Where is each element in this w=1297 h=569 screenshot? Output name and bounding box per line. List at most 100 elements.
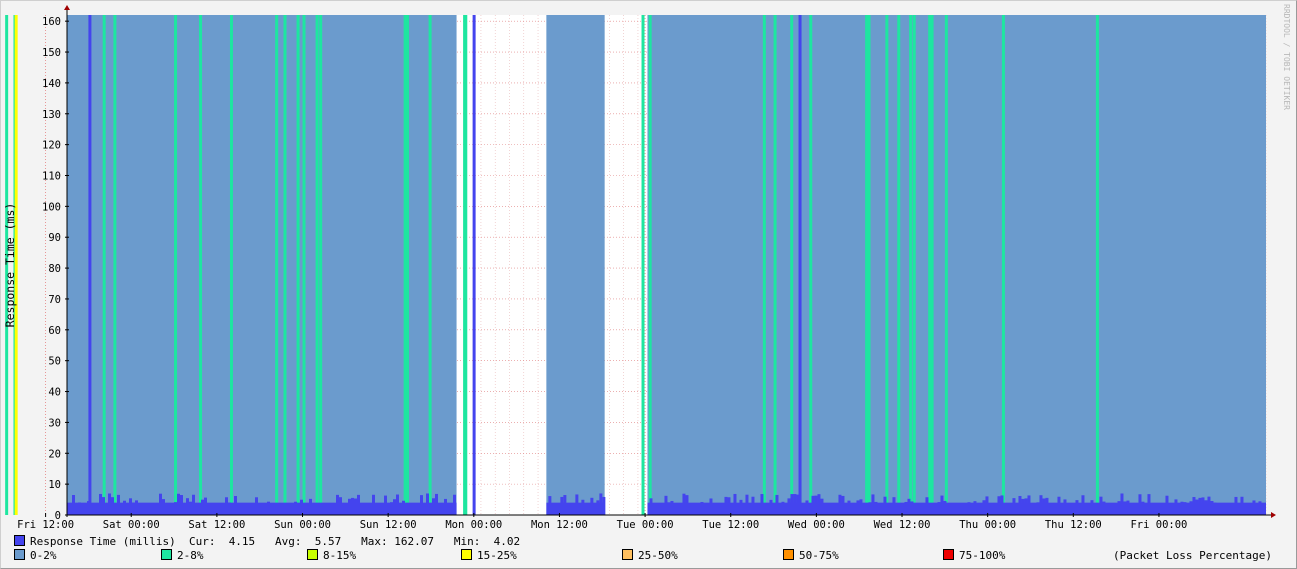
loss-band-2-8	[302, 15, 306, 515]
legend-label: 2-8%	[177, 549, 204, 562]
response-bar	[602, 496, 606, 515]
response-bar	[1234, 496, 1238, 515]
y-tick-label: 110	[42, 170, 61, 182]
response-bar	[581, 499, 585, 515]
response-bar	[1192, 497, 1196, 515]
response-bar	[1102, 501, 1106, 515]
response-bar	[129, 498, 132, 515]
response-bar	[99, 493, 102, 515]
response-bar	[111, 497, 114, 515]
loss-band-2-8	[909, 15, 913, 515]
response-bar	[859, 499, 863, 515]
response-bar	[1201, 497, 1205, 515]
response-bar	[563, 495, 567, 515]
response-bar	[1057, 496, 1061, 515]
loss-band-2-8	[199, 15, 203, 515]
response-bar	[590, 497, 594, 515]
watermark: RRDTOOL / TOBI OETIKER	[1282, 4, 1291, 110]
response-bar	[1027, 495, 1031, 515]
response-bar	[907, 498, 911, 515]
response-bar	[868, 502, 872, 515]
legend-row-response: Response Time (millis) Cur: 4.15 Avg: 5.…	[0, 535, 1297, 549]
legend-swatch	[307, 549, 318, 560]
response-bar	[769, 499, 773, 515]
loss-band-2-8	[1095, 15, 1099, 515]
legend-label: 0-2%	[30, 549, 57, 562]
response-bar	[1099, 496, 1103, 515]
loss-band-2-8	[1001, 15, 1005, 515]
response-bar	[649, 498, 653, 515]
y-tick-label: 130	[42, 109, 61, 121]
response-bar	[351, 497, 354, 515]
response-bar	[820, 498, 824, 515]
response-bar	[1138, 494, 1142, 515]
response-bar	[354, 498, 357, 515]
response-bar	[817, 494, 821, 515]
legend-swatch	[14, 549, 25, 560]
response-bar	[838, 494, 842, 515]
legend-item-loss: 0-2%	[14, 549, 57, 563]
legend-label: 25-50%	[638, 549, 678, 562]
response-bar	[435, 493, 438, 515]
response-bar	[787, 498, 791, 515]
response-bar	[560, 496, 564, 515]
y-axis-arrow	[64, 5, 70, 10]
y-tick-labels: 0 10 20 30 40 50 60 70 80 90 100 110 120 130 140 150 160	[42, 16, 61, 522]
legend-stats: Cur: 4.15 Avg: 5.57 Max: 162.07 Min: 4.0…	[188, 535, 521, 548]
x-tick-label: Wed 00:00	[788, 519, 845, 531]
response-bar	[204, 497, 207, 515]
response-bar	[201, 499, 204, 515]
response-bar	[685, 495, 689, 515]
response-bar	[108, 493, 111, 515]
response-bar	[793, 494, 797, 515]
loss-band-0-2	[67, 15, 457, 515]
loss-band-2-8	[406, 15, 410, 515]
y-tick-label: 70	[48, 294, 61, 306]
response-bar	[174, 502, 177, 515]
x-tick-label: Tue 12:00	[702, 519, 759, 531]
response-bar	[72, 495, 75, 515]
response-bar	[117, 494, 120, 515]
response-bar	[1207, 496, 1211, 515]
y-tick-label: 80	[48, 263, 61, 275]
response-bar	[1165, 495, 1169, 515]
loss-band-2-8	[113, 15, 117, 515]
response-bar	[937, 502, 941, 515]
y-tick-label: 20	[48, 448, 61, 460]
response-bar	[733, 493, 737, 515]
response-bar	[267, 501, 270, 515]
legend-swatch	[943, 549, 954, 560]
x-tick-label: Sat 00:00	[103, 519, 160, 531]
response-spike	[798, 15, 802, 515]
response-bar	[805, 500, 809, 515]
y-tick-label: 30	[48, 417, 61, 429]
watermark-text: RRDTOOL / TOBI OETIKER	[1282, 4, 1291, 110]
response-bar	[751, 496, 755, 515]
response-bar	[904, 501, 908, 515]
response-area	[647, 502, 1266, 515]
y-tick-label: 100	[42, 201, 61, 213]
response-spike	[88, 15, 92, 515]
response-bar	[255, 497, 258, 515]
x-tick-label: Tue 00:00	[617, 519, 674, 531]
loss-band-2-8	[428, 15, 432, 515]
response-bar	[1252, 500, 1256, 515]
response-bar	[357, 494, 360, 515]
response-bar	[700, 501, 704, 515]
loss-band-2-8	[283, 15, 287, 515]
loss-band-2-8	[762, 15, 766, 515]
x-tick-label: Mon 12:00	[531, 519, 588, 531]
response-bar	[1204, 500, 1208, 515]
response-bar	[78, 502, 81, 515]
loss-band-2-8	[102, 15, 106, 515]
response-bar	[1045, 497, 1049, 515]
loss-band-2-8	[809, 15, 813, 515]
loss-band-2-8	[930, 15, 934, 515]
response-bar	[775, 494, 779, 515]
response-bar	[1213, 502, 1217, 515]
response-bar	[548, 496, 552, 515]
response-bar	[189, 501, 192, 515]
x-tick-label: Thu 12:00	[1045, 519, 1102, 531]
legend-swatch	[461, 549, 472, 560]
x-tick-labels: Fri 12:00 Sat 00:00 Sat 12:00 Sun 00:00 Sun …	[17, 519, 1187, 531]
